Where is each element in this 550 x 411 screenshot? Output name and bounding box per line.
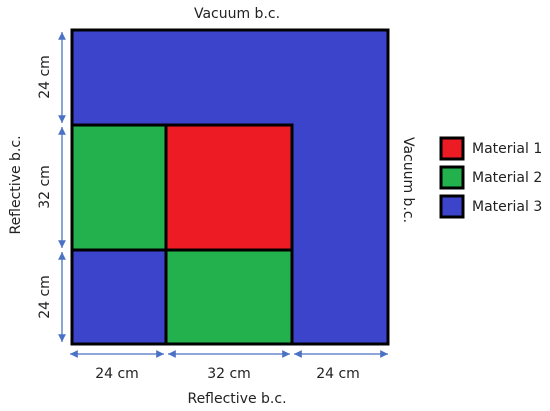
dimension-label: 24 cm [316, 366, 360, 382]
region-material-2 [164, 248, 294, 346]
region-material-1 [164, 123, 294, 252]
boundary-label: Reflective b.c. [187, 391, 286, 407]
legend-swatch [439, 165, 465, 190]
dimension-label: 32 cm [37, 165, 53, 209]
legend-swatch [439, 136, 465, 161]
dimension-label: 24 cm [37, 55, 53, 99]
boundary-label: Vacuum b.c. [400, 137, 416, 223]
region-material-3 [70, 248, 168, 346]
left-dimensions: 24 cm 32 cm 24 cm [37, 32, 66, 342]
legend-label: Material 1 [472, 141, 542, 157]
legend-swatch [439, 194, 465, 219]
legend: Material 1 Material 2 Material 3 [439, 136, 542, 219]
legend-label: Material 2 [472, 170, 542, 186]
boundary-label: Vacuum b.c. [194, 6, 280, 22]
boundary-label: Reflective b.c. [8, 135, 24, 234]
dimension-label: 32 cm [207, 366, 251, 382]
dimension-label: 24 cm [95, 366, 139, 382]
legend-label: Material 3 [472, 199, 542, 215]
region-material-2 [70, 123, 168, 252]
bottom-dimensions: 24 cm 32 cm 24 cm [70, 350, 388, 382]
dimension-label: 24 cm [37, 275, 53, 319]
